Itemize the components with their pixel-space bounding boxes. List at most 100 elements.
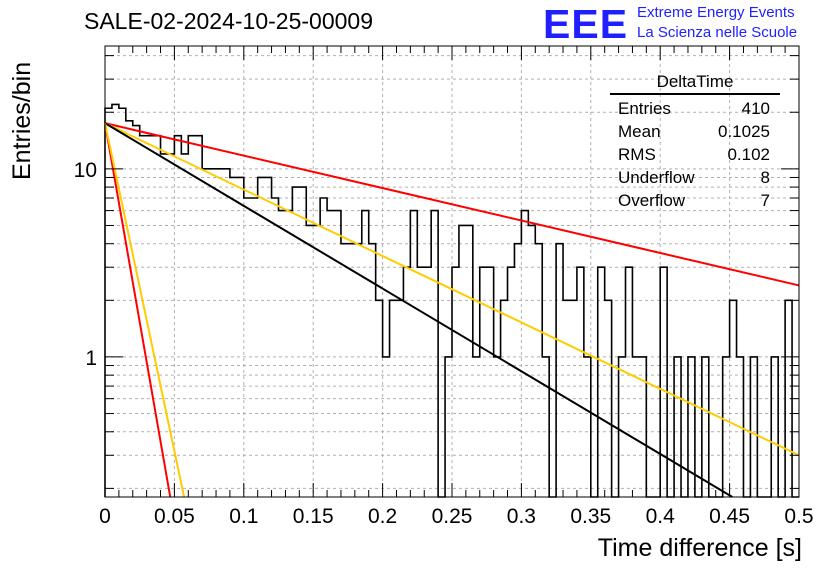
histogram-bin [639,357,646,497]
histogram-bin [584,357,591,497]
fit-line [104,122,733,498]
histogram-bin [216,169,223,497]
stats-row-rms: RMS 0.102 [610,143,780,166]
histogram-bin [452,267,459,497]
stats-row-entries: Entries 410 [610,97,780,120]
histogram-bin [251,198,258,497]
stats-label: RMS [618,145,656,164]
chart-title: SALE-02-2024-10-25-00009 [84,8,373,34]
histogram-bin [327,211,334,497]
histogram-bin [237,177,244,497]
x-axis-label: Time difference [s] [597,534,802,562]
histogram-bin [577,267,584,497]
x-tick-label: 0.3 [507,505,536,528]
stats-value: 0.102 [727,145,770,164]
histogram-bin [771,357,778,497]
x-tick-label: 0.45 [709,505,750,528]
histogram-outline [104,103,799,498]
logo-line-1: Extreme Energy Events [637,4,795,21]
histogram-bin [174,136,181,497]
histogram-bin [362,211,369,497]
histogram-bin [466,225,473,497]
x-tick-label: 0.05 [154,505,195,528]
fit-line [104,122,186,498]
histogram-bin [292,187,299,497]
histogram-bin [619,357,626,497]
histogram-bin [320,198,327,497]
x-tick-label: 0.2 [368,505,397,528]
histogram-bin [376,300,383,497]
stats-value: 8 [760,168,770,187]
stats-label: Mean [618,122,661,141]
histogram-bin [424,267,431,497]
histogram-bin [521,211,528,497]
stats-value: 7 [760,191,770,210]
x-tick-label: 0 [99,505,111,528]
stats-name: DeltaTime [610,72,780,95]
histogram-bin [660,267,667,497]
histogram-bin [570,300,577,497]
histogram-bin [126,121,133,497]
histogram-bin [348,244,355,497]
fit-line [104,122,172,498]
histogram-bin [535,244,542,497]
histogram-bin [334,211,341,497]
histogram-bin [313,225,320,497]
histogram-bin [528,225,535,497]
histogram-bin [542,357,549,497]
histogram-bin [299,187,306,497]
histogram-bin [494,357,501,497]
histogram-bin [598,267,605,497]
x-tick-label: 0.35 [570,505,611,528]
y-tick-label: 10 [74,159,97,182]
histogram-bin [459,225,466,497]
histogram-bin [410,211,417,497]
histogram-bin [445,357,452,497]
logo-line-2: La Scienza nelle Scuole [637,24,798,41]
histogram-bin [605,300,612,497]
histogram-bin [431,211,438,497]
histogram-bin [119,108,126,497]
histogram-bin [244,198,251,497]
stats-box: DeltaTime Entries 410 Mean 0.1025 RMS 0.… [610,72,780,212]
stats-value: 410 [741,99,770,118]
histogram-bin [154,136,161,497]
y-axis-label: Entries/bin [8,61,36,180]
stats-value: 0.1025 [718,122,770,141]
histogram-bin [258,177,265,497]
histogram-bin [209,169,216,497]
histogram-bin [390,300,397,497]
x-tick-label: 0.4 [646,505,676,528]
histogram-bin [285,211,292,497]
eee-logo: EEE [543,1,629,47]
x-tick-label: 0.25 [432,505,473,528]
histogram-bin [723,357,730,497]
fit-line [104,122,800,287]
histogram-bin [626,267,633,497]
histogram-bin [501,300,508,497]
stats-row-overflow: Overflow 7 [610,189,780,212]
histogram-bin [265,177,272,497]
histogram-bin [383,357,390,497]
histogram-bin [688,357,695,497]
histogram-bin [341,244,348,497]
histogram-bin [105,108,112,497]
histogram-bin [188,136,195,497]
histogram-bin [181,154,188,497]
stats-row-underflow: Underflow 8 [610,166,780,189]
histogram-bin [306,225,313,497]
histogram-bin [702,357,709,497]
histogram-bin [730,300,737,497]
histogram-bin [417,267,424,497]
stats-label: Entries [618,99,671,118]
histogram-bin [750,357,757,497]
x-tick-label: 0.15 [293,505,334,528]
x-tick-label: 0.1 [229,505,258,528]
histogram-bin [279,211,286,497]
histogram-bin [355,244,362,497]
histogram-bin [202,169,209,497]
stats-row-mean: Mean 0.1025 [610,120,780,143]
stats-label: Underflow [618,168,695,187]
fit-line [104,122,800,457]
